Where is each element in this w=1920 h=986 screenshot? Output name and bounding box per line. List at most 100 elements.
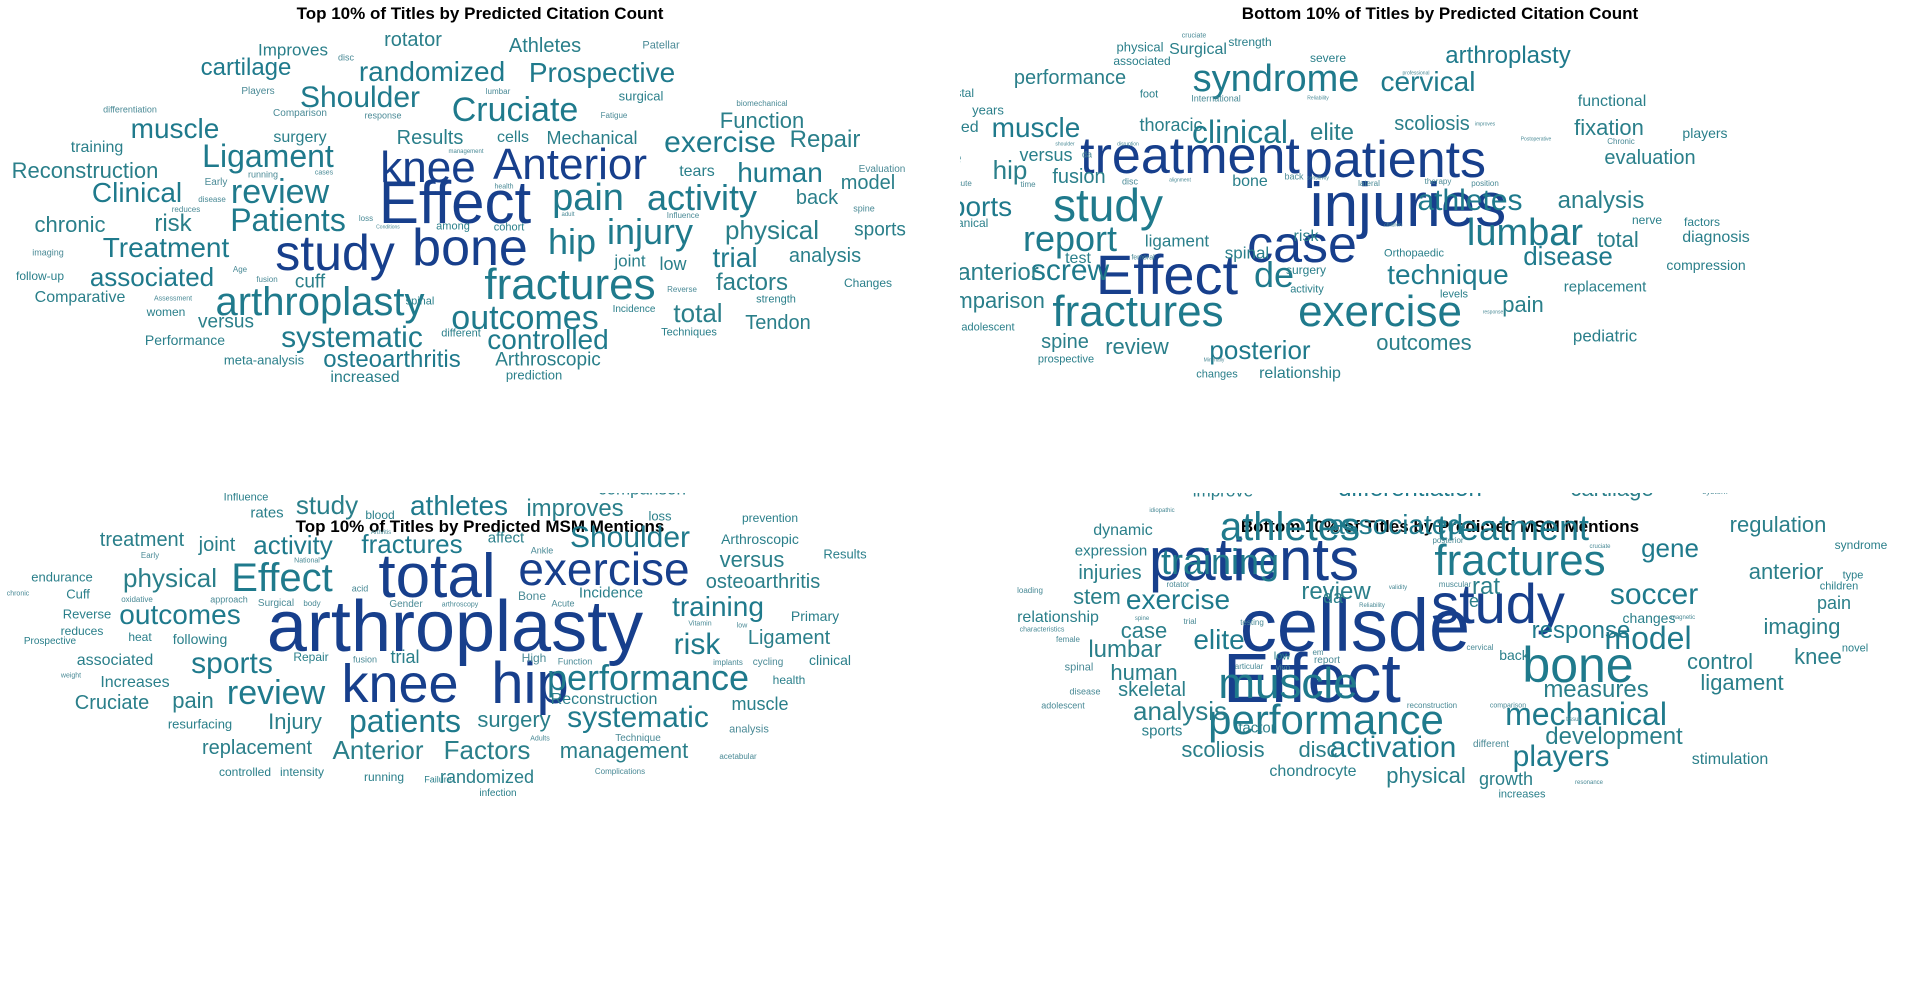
cloud-word: arthroplasty bbox=[215, 280, 425, 324]
cloud-word: differentiation bbox=[1338, 493, 1482, 501]
cloud-word: tissue bbox=[1566, 717, 1582, 723]
cloud-word: implants bbox=[713, 658, 743, 667]
cloud-word: pediatric bbox=[1572, 326, 1638, 346]
cloud-word: body bbox=[303, 599, 321, 608]
cloud-word: sports bbox=[191, 647, 273, 680]
cloud-word: soccer bbox=[1609, 578, 1699, 611]
cloud-word: lumbar bbox=[485, 87, 511, 96]
cloud-word: Arthroscopic bbox=[721, 531, 799, 547]
cloud-word: disease bbox=[1523, 241, 1613, 271]
cloud-word: pain bbox=[172, 688, 214, 713]
cloud-word: syndrome bbox=[1834, 538, 1888, 552]
cloud-word: Effect bbox=[1095, 243, 1239, 306]
cloud-word: associated bbox=[1113, 54, 1171, 68]
cloud-word: meta-analysis bbox=[223, 352, 305, 368]
cloud-word: Arthroscopic bbox=[495, 349, 601, 371]
cloud-word: da bbox=[1322, 587, 1344, 607]
cloud-word: hip bbox=[992, 155, 1028, 185]
cloud-word: reconstruction bbox=[1406, 701, 1458, 710]
cloud-word: Changes bbox=[843, 276, 893, 290]
cloud-word: exercise bbox=[1298, 287, 1462, 336]
cloud-word: muscle bbox=[731, 694, 789, 714]
cloud-word: Surgical bbox=[1169, 41, 1227, 58]
cloud-word: professional bbox=[1402, 70, 1430, 77]
cloud-word: study bbox=[1431, 572, 1565, 635]
cloud-word: adolescent bbox=[961, 321, 1015, 334]
cloud-word: fusion bbox=[256, 275, 278, 284]
cloud-word: sports bbox=[854, 219, 906, 241]
cloud-word: Adults bbox=[530, 735, 550, 743]
cloud-word: screw bbox=[1030, 254, 1110, 287]
cloud-word: International bbox=[1191, 93, 1241, 104]
cloud-word: total bbox=[673, 298, 723, 328]
panel-title: Bottom 10% of Titles by Predicted MSM Me… bbox=[1240, 517, 1640, 536]
cloud-word: Shoulder bbox=[569, 521, 691, 554]
cloud-word: disc bbox=[1298, 737, 1338, 762]
cloud-word: heat bbox=[128, 630, 152, 644]
cloud-word: study bbox=[1053, 179, 1163, 231]
cloud-word: review bbox=[226, 674, 326, 712]
wordcloud-panel-bottom-msm: Bottom 10% of Titles by Predicted MSM Me… bbox=[960, 493, 1920, 986]
cloud-word: strength bbox=[756, 293, 796, 306]
cloud-word: Vitamin bbox=[688, 620, 712, 628]
cloud-word: measures bbox=[1543, 676, 1649, 703]
cloud-word: posterior bbox=[1209, 335, 1311, 365]
cloud-word: patients bbox=[1148, 526, 1360, 593]
cloud-word: diagnosis bbox=[1682, 229, 1750, 246]
cloud-word: Prospective bbox=[23, 636, 77, 647]
cloud-word: Failure bbox=[424, 774, 452, 785]
cloud-word: cases bbox=[314, 169, 334, 177]
cloud-word: case bbox=[1247, 216, 1357, 274]
cloud-word: thoracic bbox=[1139, 115, 1203, 135]
cloud-word: training bbox=[1160, 541, 1280, 582]
cloud-word: Acute bbox=[551, 598, 575, 609]
cloud-word: blood bbox=[365, 508, 395, 522]
cloud-word: foot bbox=[1139, 88, 1159, 101]
cloud-word: Chronic bbox=[1607, 137, 1635, 146]
cloud-word: Factors bbox=[443, 735, 531, 765]
cloud-word: Treatment bbox=[102, 232, 230, 263]
cloud-word: cartilage bbox=[1570, 493, 1653, 500]
cloud-word: mechanical bbox=[1505, 696, 1667, 732]
cloud-word: fractures bbox=[1052, 287, 1224, 336]
cloud-word: Repair bbox=[293, 650, 329, 664]
cloud-word: Comparative bbox=[34, 289, 126, 306]
cloud-word: Effect bbox=[378, 169, 532, 236]
cloud-word: trial bbox=[712, 242, 758, 273]
cloud-word: follow-up bbox=[15, 269, 65, 283]
cloud-word: Minimally bbox=[1203, 357, 1225, 364]
cloud-word: randomized bbox=[439, 767, 535, 787]
cloud-word: athletes bbox=[1417, 184, 1523, 217]
cloud-word: regulation bbox=[1729, 512, 1827, 537]
cloud-word: National bbox=[294, 557, 320, 565]
cloud-word: cartilage bbox=[200, 54, 292, 81]
cloud-word: sports bbox=[1141, 722, 1183, 740]
cloud-word: training bbox=[672, 591, 764, 622]
cloud-word: risk bbox=[154, 210, 192, 237]
cloud-word: dynamic bbox=[1093, 522, 1153, 539]
cloud-word: years bbox=[972, 102, 1004, 118]
cloud-word: spinal bbox=[405, 295, 435, 308]
cloud-word: study bbox=[275, 225, 395, 281]
cloud-word: levels bbox=[1439, 288, 1469, 301]
cloud-word: Ligament bbox=[747, 627, 831, 649]
cloud-word: Reliability bbox=[1359, 603, 1385, 609]
cloud-word: risk bbox=[1293, 228, 1319, 245]
cloud-word: strength bbox=[1228, 35, 1272, 49]
cloud-word: running bbox=[363, 770, 405, 784]
cloud-word: muscular bbox=[1438, 580, 1472, 589]
cloud-word: idiopathic bbox=[1149, 508, 1175, 514]
cloud-word: changes bbox=[1196, 368, 1238, 381]
cloud-word: controlled bbox=[960, 119, 979, 136]
cloud-word: injury bbox=[606, 211, 694, 252]
cloud-word: female bbox=[1055, 635, 1081, 644]
cloud-word: Primary bbox=[790, 608, 840, 624]
cloud-word: players bbox=[1512, 740, 1610, 773]
cloud-word: spine bbox=[1041, 331, 1089, 353]
cloud-word: rotator bbox=[1166, 580, 1190, 589]
cloud-word: expression bbox=[1074, 542, 1148, 560]
cloud-word: review bbox=[230, 173, 330, 211]
cloud-word: affect bbox=[487, 529, 525, 547]
cloud-word: activity bbox=[646, 177, 758, 218]
cloud-word: characteristics bbox=[1019, 626, 1065, 634]
